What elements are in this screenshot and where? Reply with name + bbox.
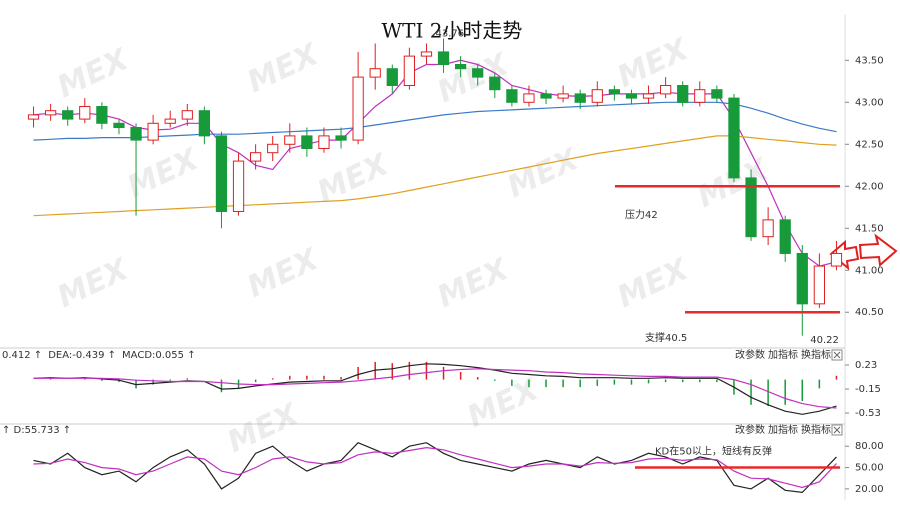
candle-body bbox=[250, 152, 262, 162]
candle-body bbox=[164, 118, 176, 124]
y-tick-label: 42.50 bbox=[855, 139, 884, 150]
arrow-icon bbox=[829, 233, 898, 271]
candle-body bbox=[711, 89, 723, 99]
price-label: 43.76 bbox=[436, 28, 465, 39]
y-tick-label: 43.50 bbox=[855, 55, 884, 66]
line bbox=[33, 446, 837, 489]
candle-body bbox=[557, 93, 569, 99]
candle-body bbox=[62, 110, 74, 120]
candle-body bbox=[608, 89, 620, 95]
y-tick-label: -0.53 bbox=[855, 408, 881, 419]
candle-body bbox=[96, 105, 108, 124]
y-tick-label: -0.15 bbox=[855, 384, 881, 395]
close-icon bbox=[833, 351, 841, 359]
candle-body bbox=[540, 93, 552, 99]
y-tick-label: 0.23 bbox=[855, 360, 877, 371]
candle-body bbox=[420, 51, 433, 57]
candle-body bbox=[694, 89, 706, 103]
candle-body bbox=[796, 252, 808, 305]
candle-body bbox=[745, 177, 757, 238]
y-tick-label: 50.00 bbox=[855, 463, 884, 474]
candle-body bbox=[779, 219, 791, 254]
candle-body bbox=[489, 76, 501, 91]
indicator-button[interactable]: 换指标 bbox=[801, 348, 831, 361]
candle-body bbox=[813, 265, 825, 305]
annotation: KD在50以上，短线有反弹 bbox=[655, 445, 772, 458]
watermark: MEX bbox=[242, 36, 325, 100]
candle-body bbox=[455, 64, 467, 70]
candle-body bbox=[284, 135, 296, 145]
y-tick-label: 42.00 bbox=[855, 181, 884, 192]
indicator-button[interactable]: 改参数 bbox=[735, 423, 765, 436]
candle-body bbox=[386, 68, 398, 87]
y-tick-label: 40.50 bbox=[855, 307, 884, 318]
candle-body bbox=[130, 126, 142, 141]
candle-body bbox=[642, 93, 655, 99]
candle-body bbox=[301, 135, 313, 149]
watermark: MEX bbox=[52, 251, 135, 315]
candle-body bbox=[437, 51, 450, 66]
candle-body bbox=[45, 110, 57, 116]
candle-body bbox=[472, 68, 484, 78]
price-label: 40.22 bbox=[810, 335, 839, 346]
watermark: MEX bbox=[612, 251, 695, 315]
candle-body bbox=[660, 85, 672, 95]
candle-body bbox=[198, 110, 210, 137]
candle-body bbox=[574, 93, 586, 103]
y-tick-label: 80.00 bbox=[855, 441, 884, 452]
candle-body bbox=[523, 93, 535, 103]
candle-body bbox=[147, 122, 159, 141]
candle-body bbox=[369, 68, 381, 78]
indicator-button[interactable]: 换指标 bbox=[801, 423, 831, 436]
candle-body bbox=[762, 219, 774, 238]
watermark: MEX bbox=[52, 41, 135, 105]
indicator-legend: MACD:0.055 ↑ bbox=[122, 350, 196, 361]
candle-body bbox=[335, 135, 347, 141]
line bbox=[33, 363, 837, 415]
chart-title: WTI 2小时走势 bbox=[382, 19, 523, 43]
y-tick-label: 41.50 bbox=[855, 223, 884, 234]
indicator-legend: ↑ D:55.733 ↑ bbox=[2, 425, 71, 436]
line bbox=[33, 368, 837, 409]
candle-body bbox=[403, 55, 415, 87]
candle-body bbox=[591, 89, 603, 103]
watermark: MEX bbox=[432, 251, 515, 315]
candle-body bbox=[677, 85, 689, 103]
watermark: MEX bbox=[312, 146, 395, 210]
indicator-button[interactable]: 加指标 bbox=[768, 423, 798, 436]
indicator-legend: 0.412 ↑ bbox=[2, 350, 42, 361]
candle-body bbox=[113, 122, 125, 128]
watermark: MEX bbox=[502, 141, 585, 205]
candle-body bbox=[506, 89, 518, 103]
annotation: 支撑40.5 bbox=[645, 331, 687, 344]
candle-body bbox=[232, 160, 245, 212]
y-tick-label: 41.00 bbox=[855, 265, 884, 276]
watermark: MEX bbox=[122, 141, 205, 205]
close-icon bbox=[833, 426, 841, 434]
line bbox=[33, 441, 837, 494]
y-tick-label: 43.00 bbox=[855, 97, 884, 108]
line bbox=[33, 135, 837, 217]
y-tick-label: 20.00 bbox=[855, 484, 884, 495]
candle-body bbox=[215, 135, 228, 212]
indicator-legend: DEA:-0.439 ↑ bbox=[48, 350, 116, 361]
indicator-button[interactable]: 加指标 bbox=[768, 348, 798, 361]
annotation: 压力42 bbox=[625, 208, 658, 221]
candle-body bbox=[625, 93, 638, 99]
candle-body bbox=[79, 105, 91, 120]
candle-body bbox=[830, 252, 843, 267]
indicator-button[interactable]: 改参数 bbox=[735, 348, 765, 361]
watermark: MEX bbox=[462, 371, 545, 435]
candle-body bbox=[352, 76, 364, 141]
candle-body bbox=[27, 114, 40, 120]
candle-body bbox=[318, 135, 330, 149]
candle-body bbox=[181, 110, 193, 120]
candle-body bbox=[267, 143, 279, 154]
candle-body bbox=[728, 97, 740, 179]
watermark: MEX bbox=[242, 241, 325, 305]
